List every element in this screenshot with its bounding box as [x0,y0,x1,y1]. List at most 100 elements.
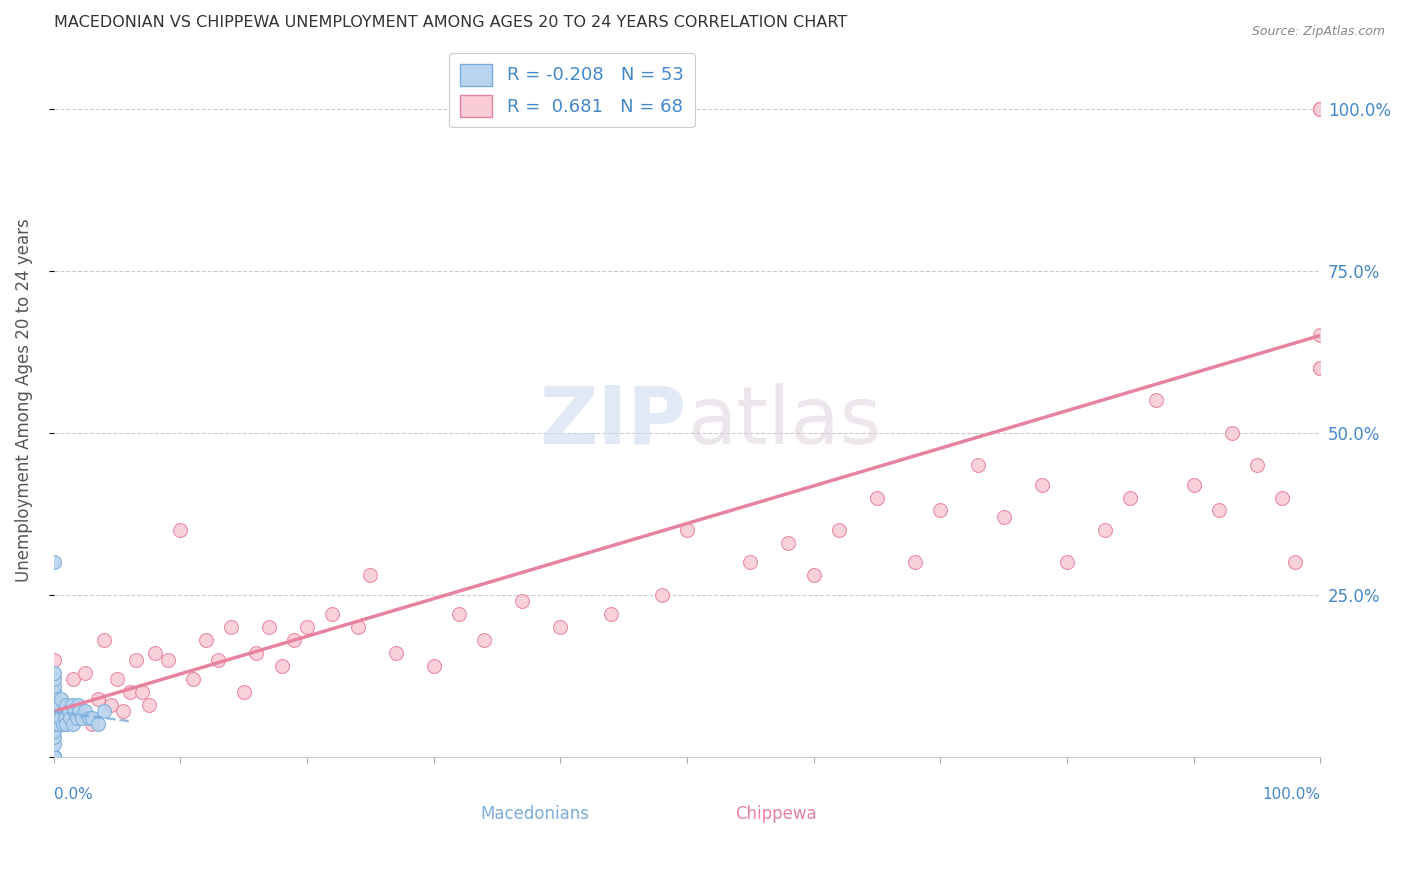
Point [53,711,76,725]
Point [169,523,191,537]
Point [58,705,80,719]
Point [232,685,254,699]
Point [118,685,141,699]
Point [1284,555,1306,569]
Point [63,705,86,719]
Point [385,646,408,660]
Point [283,633,305,648]
Point [80,711,103,725]
Point [75,665,97,680]
Point [79,711,101,725]
Point [512,594,534,608]
Point [1182,477,1205,491]
Point [42,555,65,569]
Point [967,458,990,472]
Point [62,672,84,686]
Point [42,717,65,731]
Point [803,568,825,582]
Point [55,717,77,731]
Point [474,633,496,648]
Point [42,731,65,745]
Point [740,555,762,569]
Point [60,698,83,712]
Point [156,652,179,666]
Point [929,503,952,517]
Point [676,523,699,537]
Point [112,705,135,719]
Point [42,750,65,764]
Point [42,665,65,680]
Point [257,620,280,634]
Point [1208,503,1230,517]
Point [600,607,623,622]
Point [1309,102,1331,116]
Point [42,750,65,764]
Point [42,723,65,738]
Point [46,698,69,712]
Point [66,698,89,712]
Point [1119,491,1142,505]
Point [42,750,65,764]
Point [42,679,65,693]
Point [1309,102,1331,116]
Text: 100.0%: 100.0% [1263,788,1320,803]
Point [42,691,65,706]
Point [42,685,65,699]
Point [42,705,65,719]
Point [42,698,65,712]
Point [42,705,65,719]
Point [49,711,72,725]
Point [449,607,471,622]
Point [42,717,65,731]
Point [1144,393,1167,408]
Point [904,555,927,569]
Point [42,750,65,764]
Point [55,717,77,731]
Text: ZIP: ZIP [540,383,688,460]
Point [1220,425,1243,440]
Point [55,698,77,712]
Point [52,717,75,731]
Point [42,737,65,751]
Point [993,510,1015,524]
Point [207,652,229,666]
Point [87,717,110,731]
Point [42,750,65,764]
Point [1309,360,1331,375]
Point [42,750,65,764]
Point [52,705,75,719]
Point [42,698,65,712]
Point [828,523,851,537]
Point [1246,458,1268,472]
Y-axis label: Unemployment Among Ages 20 to 24 years: Unemployment Among Ages 20 to 24 years [15,219,32,582]
Point [42,750,65,764]
Legend: R = -0.208   N = 53, R =  0.681   N = 68: R = -0.208 N = 53, R = 0.681 N = 68 [449,53,695,128]
Point [138,698,160,712]
Point [1094,523,1116,537]
Point [59,711,82,725]
Point [42,685,65,699]
Point [295,620,318,634]
Point [321,607,343,622]
Point [93,633,115,648]
Point [346,620,368,634]
Text: MACEDONIAN VS CHIPPEWA UNEMPLOYMENT AMONG AGES 20 TO 24 YEARS CORRELATION CHART: MACEDONIAN VS CHIPPEWA UNEMPLOYMENT AMON… [53,15,846,30]
Text: Chippewa: Chippewa [735,805,817,823]
Point [1056,555,1078,569]
Point [219,620,242,634]
Point [423,659,446,673]
Text: 0.0%: 0.0% [53,788,93,803]
Point [778,536,800,550]
Point [550,620,572,634]
Point [105,672,128,686]
Point [1271,491,1294,505]
Point [42,698,65,712]
Point [87,691,110,706]
Point [67,705,90,719]
Point [80,717,103,731]
Point [42,691,65,706]
Point [70,711,93,725]
Point [143,646,166,660]
Point [62,717,84,731]
Point [359,568,381,582]
